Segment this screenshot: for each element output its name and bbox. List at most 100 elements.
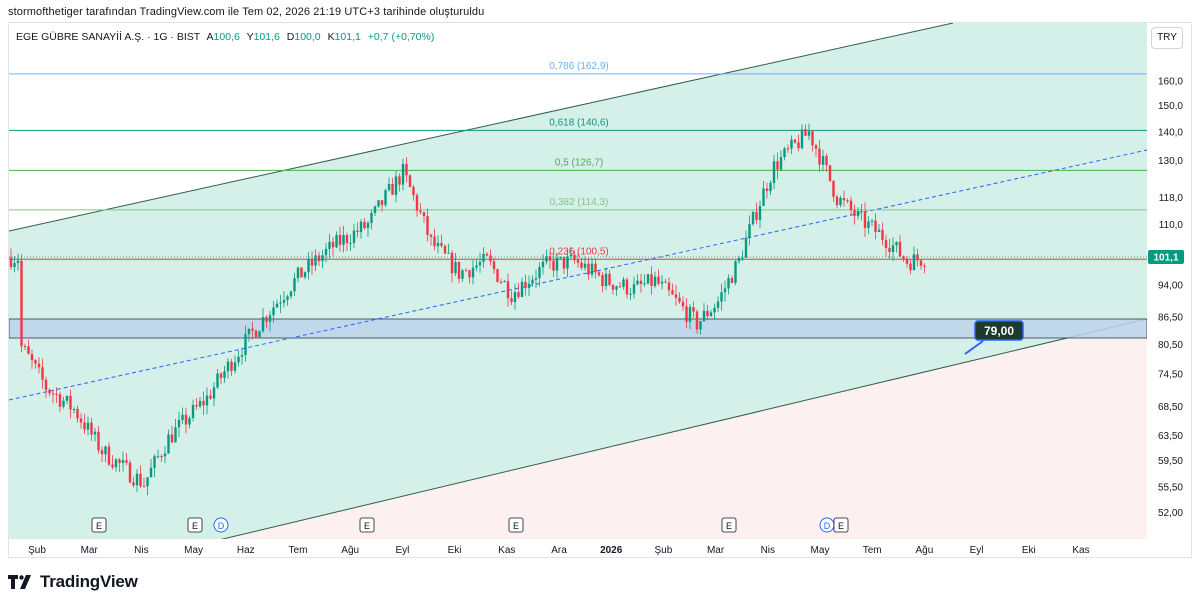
- candle-body: [345, 235, 349, 244]
- event-marker-label: D: [218, 521, 225, 531]
- candle-body: [440, 242, 443, 246]
- last-price-label: 101,1: [1153, 253, 1178, 264]
- price-tick-label: 55,50: [1158, 483, 1183, 494]
- price-tick-label: 118,0: [1159, 193, 1184, 204]
- candle-body: [146, 477, 149, 487]
- candle-body: [429, 234, 433, 237]
- candle-body: [247, 328, 251, 335]
- candle-body: [394, 176, 398, 195]
- trend-dashed-line: [9, 149, 1148, 401]
- event-marker-label: D: [824, 521, 831, 531]
- candle-body: [706, 310, 709, 317]
- high-value: 101,6: [253, 31, 280, 43]
- candle-body: [265, 317, 268, 322]
- candle-body: [727, 278, 730, 289]
- candle-body: [97, 431, 100, 451]
- candle-body: [510, 298, 513, 303]
- candle-body: [601, 275, 604, 287]
- candle-body: [328, 241, 331, 249]
- candle-body: [769, 182, 772, 192]
- candle-body: [695, 311, 699, 330]
- candle-body: [583, 263, 587, 268]
- candle-body: [923, 265, 926, 267]
- time-tick-label: Nis: [761, 545, 775, 556]
- candle-body: [814, 145, 818, 149]
- candle-body: [76, 408, 79, 419]
- time-tick-label: Haz: [237, 545, 255, 556]
- candle-body: [324, 248, 328, 256]
- candle-body: [608, 273, 611, 285]
- time-tick-label: Nis: [134, 545, 148, 556]
- candle-body: [783, 148, 786, 158]
- candle-body: [503, 281, 506, 283]
- candle-body: [163, 453, 167, 457]
- symbol-name[interactable]: EGE GÜBRE SANAYİİ A.Ş. · 1G · BIST: [16, 31, 201, 43]
- candle-body: [286, 296, 289, 300]
- candle-body: [720, 292, 723, 302]
- candle-body: [174, 427, 177, 443]
- candle-body: [506, 281, 510, 299]
- candle-body: [27, 346, 30, 355]
- candle-body: [471, 267, 475, 278]
- candle-body: [587, 263, 590, 275]
- candle-body: [62, 400, 65, 407]
- time-tick-label: Ağu: [341, 545, 359, 556]
- candle-body: [811, 131, 814, 146]
- candle-body: [48, 389, 51, 394]
- candle-body: [349, 242, 352, 244]
- candle-body: [149, 467, 153, 478]
- channel-lower-line: [145, 318, 1148, 557]
- price-chart[interactable]: 0,786 (162,9) 0,618 (140,6) 0,5 (126,7) 0,3…: [9, 23, 1192, 558]
- earnings-marker: [721, 517, 737, 533]
- price-tick-label: 110,0: [1159, 220, 1184, 231]
- candle-body: [16, 260, 20, 264]
- candle-body: [275, 303, 279, 308]
- candle-body: [730, 278, 734, 283]
- candle-body: [818, 148, 821, 165]
- candle-body: [34, 360, 37, 364]
- candle-body: [352, 230, 356, 243]
- candle-body: [167, 434, 170, 454]
- candle-body: [888, 247, 891, 252]
- candle-body: [13, 263, 16, 268]
- candle-body: [296, 267, 300, 279]
- tradingview-logo[interactable]: TradingView: [8, 572, 138, 592]
- candle-body: [898, 241, 902, 257]
- candles: [9, 123, 926, 496]
- candle-body: [566, 256, 569, 269]
- symbol-legend[interactable]: EGE GÜBRE SANAYİİ A.Ş. · 1G · BIST A100,…: [16, 31, 434, 43]
- candle-body: [408, 175, 412, 187]
- candle-body: [660, 281, 664, 284]
- currency-button[interactable]: TRY: [1151, 27, 1183, 49]
- time-tick-label: Mar: [707, 545, 725, 556]
- candle-body: [657, 276, 660, 284]
- candle-body: [744, 237, 748, 258]
- price-tick-label: 160,0: [1158, 76, 1183, 87]
- candle-body: [797, 142, 800, 149]
- candle-body: [457, 261, 461, 279]
- event-marker-label: E: [513, 521, 519, 531]
- candle-body: [909, 263, 912, 271]
- candle-body: [370, 212, 373, 223]
- candle-body: [338, 234, 342, 245]
- time-tick-label: 2026: [600, 545, 623, 556]
- candle-body: [919, 260, 923, 266]
- candle-body: [825, 156, 828, 166]
- candle-body: [314, 255, 317, 266]
- candle-body: [153, 456, 156, 468]
- candle-body: [20, 260, 23, 347]
- candle-body: [734, 261, 737, 283]
- candle-body: [205, 395, 209, 406]
- candle-body: [569, 254, 573, 257]
- candle-body: [387, 184, 391, 191]
- candle-body: [832, 180, 835, 197]
- event-marker-label: E: [96, 521, 102, 531]
- candle-body: [576, 260, 580, 263]
- chart-frame[interactable]: 0,786 (162,9) 0,618 (140,6) 0,5 (126,7) 0,3…: [8, 22, 1192, 558]
- change-value: +0,7 (+0,70%): [367, 31, 435, 43]
- candle-body: [58, 394, 62, 407]
- event-marker-label: E: [838, 521, 844, 531]
- candle-body: [758, 205, 762, 220]
- candle-body: [111, 464, 114, 468]
